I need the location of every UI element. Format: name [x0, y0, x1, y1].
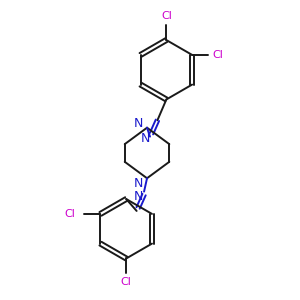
Text: N: N — [134, 117, 143, 130]
Text: N: N — [134, 177, 143, 190]
Text: Cl: Cl — [121, 277, 132, 287]
Text: Cl: Cl — [64, 209, 75, 219]
Text: Cl: Cl — [212, 50, 223, 60]
Text: N: N — [141, 132, 150, 145]
Text: Cl: Cl — [161, 11, 172, 21]
Text: N: N — [134, 190, 143, 202]
